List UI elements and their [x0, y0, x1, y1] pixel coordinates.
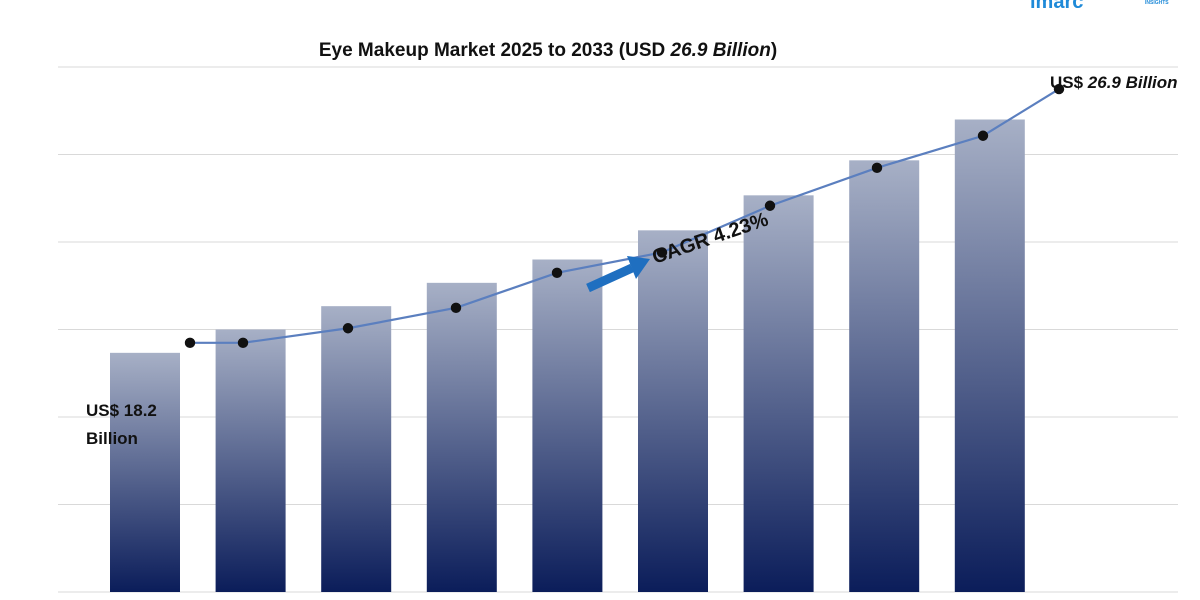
trend-point [977, 130, 989, 141]
trend-point [551, 267, 563, 279]
end-value-prefix: US$ [1050, 73, 1088, 92]
bar-2033 [954, 119, 1025, 592]
chart-title-suffix: ) [771, 40, 777, 61]
trend-point [237, 337, 249, 349]
trend-point [764, 200, 776, 211]
trend-point [656, 247, 668, 258]
end-value-label: US$ 26.9 Billion [1050, 73, 1178, 92]
start-value-line1: US$ 18.2 [86, 401, 157, 420]
bar-2026 [215, 329, 286, 592]
end-value-number: 26.9 Billion [1087, 73, 1178, 92]
trend-line-group [184, 83, 1065, 349]
bar-2030 [638, 230, 708, 593]
imarc-logo: imarc INSIGHTS [1030, 0, 1169, 13]
chart-title-prefix: Eye Makeup Market 2025 to 2033 (USD [319, 40, 671, 61]
bar-2031 [743, 195, 814, 593]
trend-point [184, 337, 196, 349]
trend-point [871, 162, 883, 174]
trend-point [1053, 83, 1065, 95]
logo-text: imarc [1030, 0, 1083, 13]
bar-2027 [321, 306, 392, 592]
bar-2025 [110, 352, 180, 592]
bars [110, 119, 1025, 593]
start-value-label: US$ 18.2 [86, 401, 157, 420]
chart-title-value: 26.9 Billion [670, 40, 771, 61]
trend-point [342, 323, 354, 334]
bar-2032 [849, 160, 920, 593]
logo-subtext: INSIGHTS [1145, 0, 1169, 6]
bar-2029 [532, 259, 603, 592]
start-value-label-unit: Billion [86, 429, 138, 448]
bar-2028 [426, 282, 497, 592]
trend-point [450, 302, 462, 314]
chart-title: Eye Makeup Market 2025 to 2033 (USD 26.9… [319, 40, 777, 61]
cagr-arrow [586, 256, 650, 293]
trend-line [190, 88, 1060, 344]
